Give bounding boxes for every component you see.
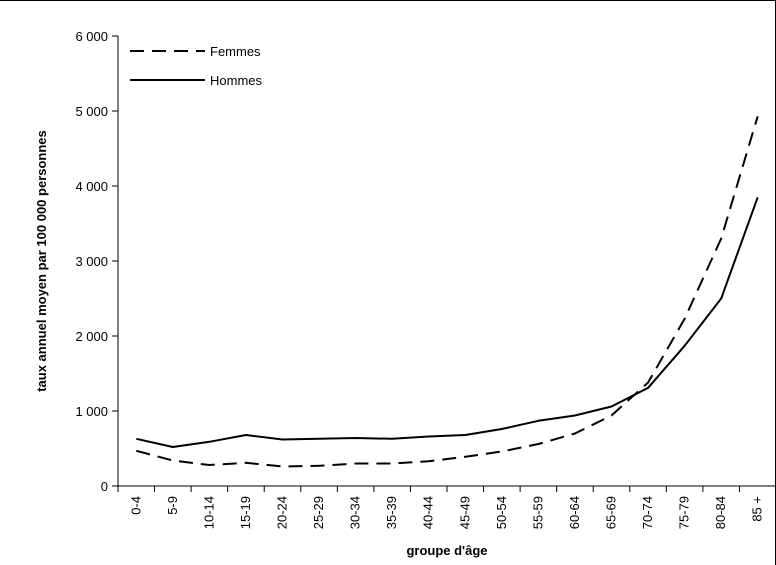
x-tick-label: 35-39: [384, 496, 399, 529]
legend-label-femmes: Femmes: [210, 44, 261, 59]
series-layer: [136, 116, 759, 468]
x-tick-label: 30-34: [348, 496, 363, 529]
x-tick-label: 85 +: [750, 496, 765, 522]
y-tick-label: 4 000: [75, 179, 108, 194]
x-tick-label: 20-24: [275, 496, 290, 529]
x-tick-label: 65-69: [604, 496, 619, 529]
x-axis: 0-4 5-9 10-14 15-19 20-24 25-29 30-34 35-39 40-4…: [117, 485, 776, 529]
x-tick-label: 5-9: [165, 496, 180, 515]
y-axis-title: taux annuel moyen par 100 000 personnes: [34, 130, 49, 392]
x-tick-label: 50-54: [494, 496, 509, 529]
y-tick-label: 1 000: [75, 404, 108, 419]
x-tick-label: 55-59: [530, 496, 545, 529]
y-axis: 0 1 000 2 000 3 000 4 000 5 000 6 000: [75, 29, 119, 494]
series-line-femmes: [136, 116, 759, 468]
y-tick-label: 2 000: [75, 329, 108, 344]
x-tick-label: 80-84: [713, 496, 728, 529]
x-tick-label: 40-44: [421, 496, 436, 529]
legend-label-hommes: Hommes: [210, 73, 263, 88]
x-tick-label: 75-79: [677, 496, 692, 529]
x-tick-label: 0-4: [128, 496, 143, 515]
y-tick-label: 6 000: [75, 29, 108, 44]
x-tick-label: 10-14: [201, 496, 216, 529]
legend: Femmes Hommes: [130, 44, 263, 88]
series-line-hommes: [136, 196, 759, 448]
x-tick-label: 15-19: [238, 496, 253, 529]
x-tick-label: 70-74: [640, 496, 655, 529]
x-axis-title: groupe d'âge: [406, 543, 487, 558]
y-tick-label: 3 000: [75, 254, 108, 269]
y-tick-label: 0: [101, 479, 108, 494]
x-tick-label: 45-49: [457, 496, 472, 529]
x-tick-label: 60-64: [567, 496, 582, 529]
y-tick-label: 5 000: [75, 104, 108, 119]
x-tick-label: 25-29: [311, 496, 326, 529]
